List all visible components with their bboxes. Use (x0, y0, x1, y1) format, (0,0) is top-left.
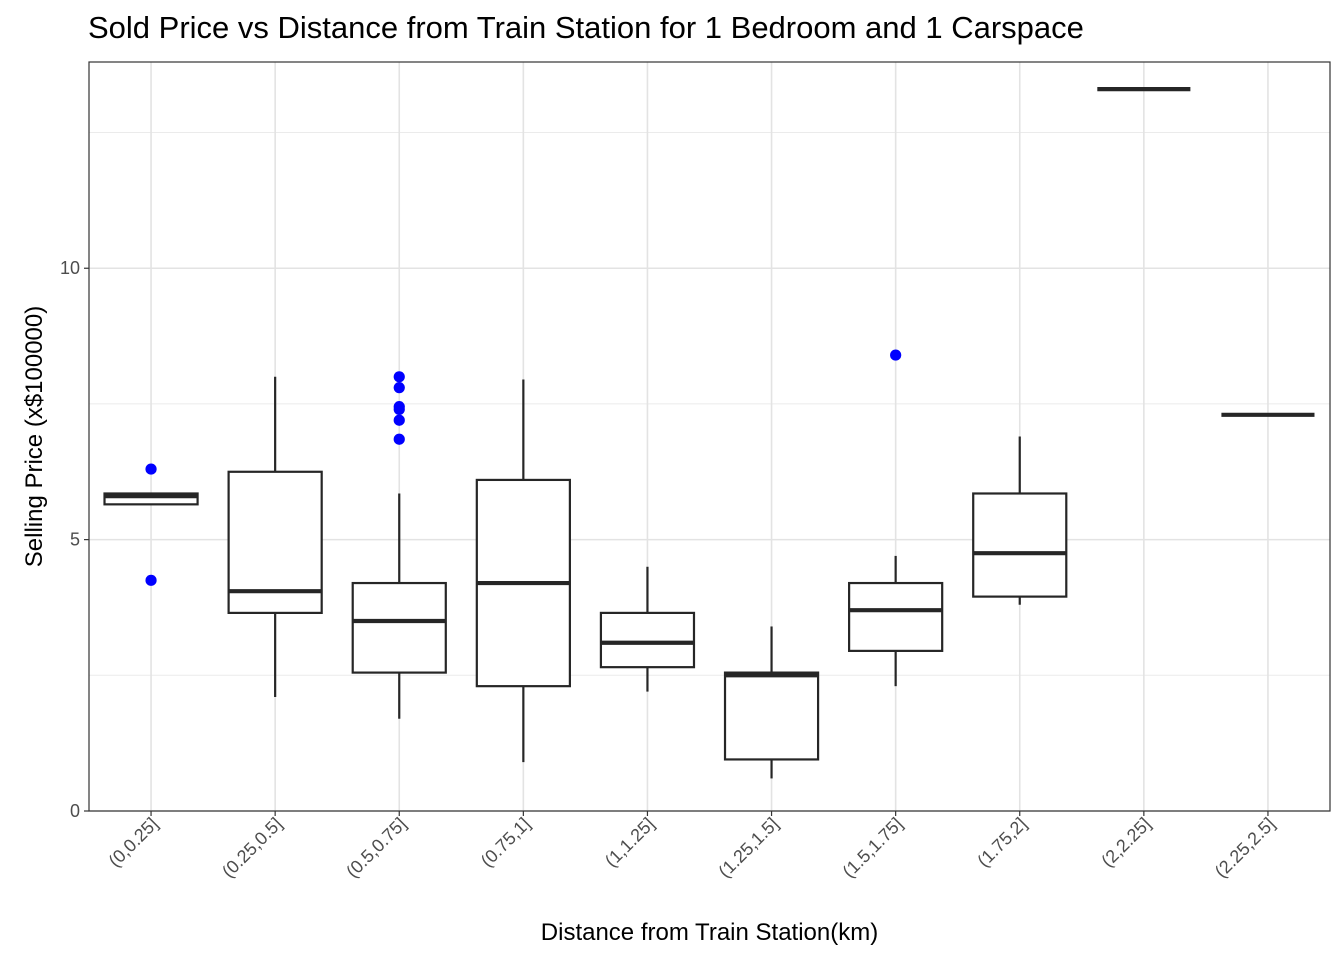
y-tick-label: 0 (70, 801, 80, 821)
outlier-point (393, 371, 405, 383)
y-tick-label: 10 (60, 258, 80, 278)
box-body (972, 492, 1068, 598)
x-tick-label: (0.5,0.75] (342, 814, 410, 882)
outlier-point (393, 382, 405, 394)
box-3 (475, 379, 571, 763)
box-2 (351, 493, 447, 719)
x-tick-label: (1.5,1.75] (839, 814, 907, 882)
x-tick-label: (1.75,2] (973, 814, 1030, 871)
box-0 (103, 492, 199, 506)
box-6 (848, 555, 944, 687)
box-4 (599, 566, 696, 692)
box-body (103, 492, 199, 506)
y-axis-title: Selling Price (x$100000) (21, 306, 48, 567)
chart-title: Sold Price vs Distance from Train Statio… (88, 10, 1084, 45)
box-body (351, 581, 447, 674)
outlier-point (393, 414, 405, 426)
outlier-point (145, 463, 157, 475)
outlier-point (145, 574, 157, 586)
x-tick-label: (0.75,1] (477, 814, 534, 871)
x-tick-label: (2,2.25] (1097, 814, 1154, 871)
box-5 (723, 626, 820, 779)
box-body (599, 611, 696, 669)
box-body (848, 581, 944, 652)
panel-border (88, 61, 1331, 812)
y-tick-label: 5 (70, 530, 80, 550)
box-7 (972, 436, 1068, 605)
x-axis-title: Distance from Train Station(km) (541, 919, 878, 946)
x-tick-label: (0,0.25] (105, 814, 162, 871)
outlier-layer (145, 349, 902, 586)
box-1 (227, 376, 323, 698)
outlier-point (393, 403, 405, 415)
box-body (723, 671, 820, 761)
x-tick-label: (2.25,2.5] (1211, 814, 1279, 882)
x-tick-label: (0.25,0.5] (218, 814, 286, 882)
outlier-point (890, 349, 902, 361)
x-tick-label: (1.25,1.5] (714, 814, 782, 882)
box-layer (103, 87, 1315, 779)
outlier-point (393, 433, 405, 445)
x-tick-label: (1,1.25] (601, 814, 658, 871)
